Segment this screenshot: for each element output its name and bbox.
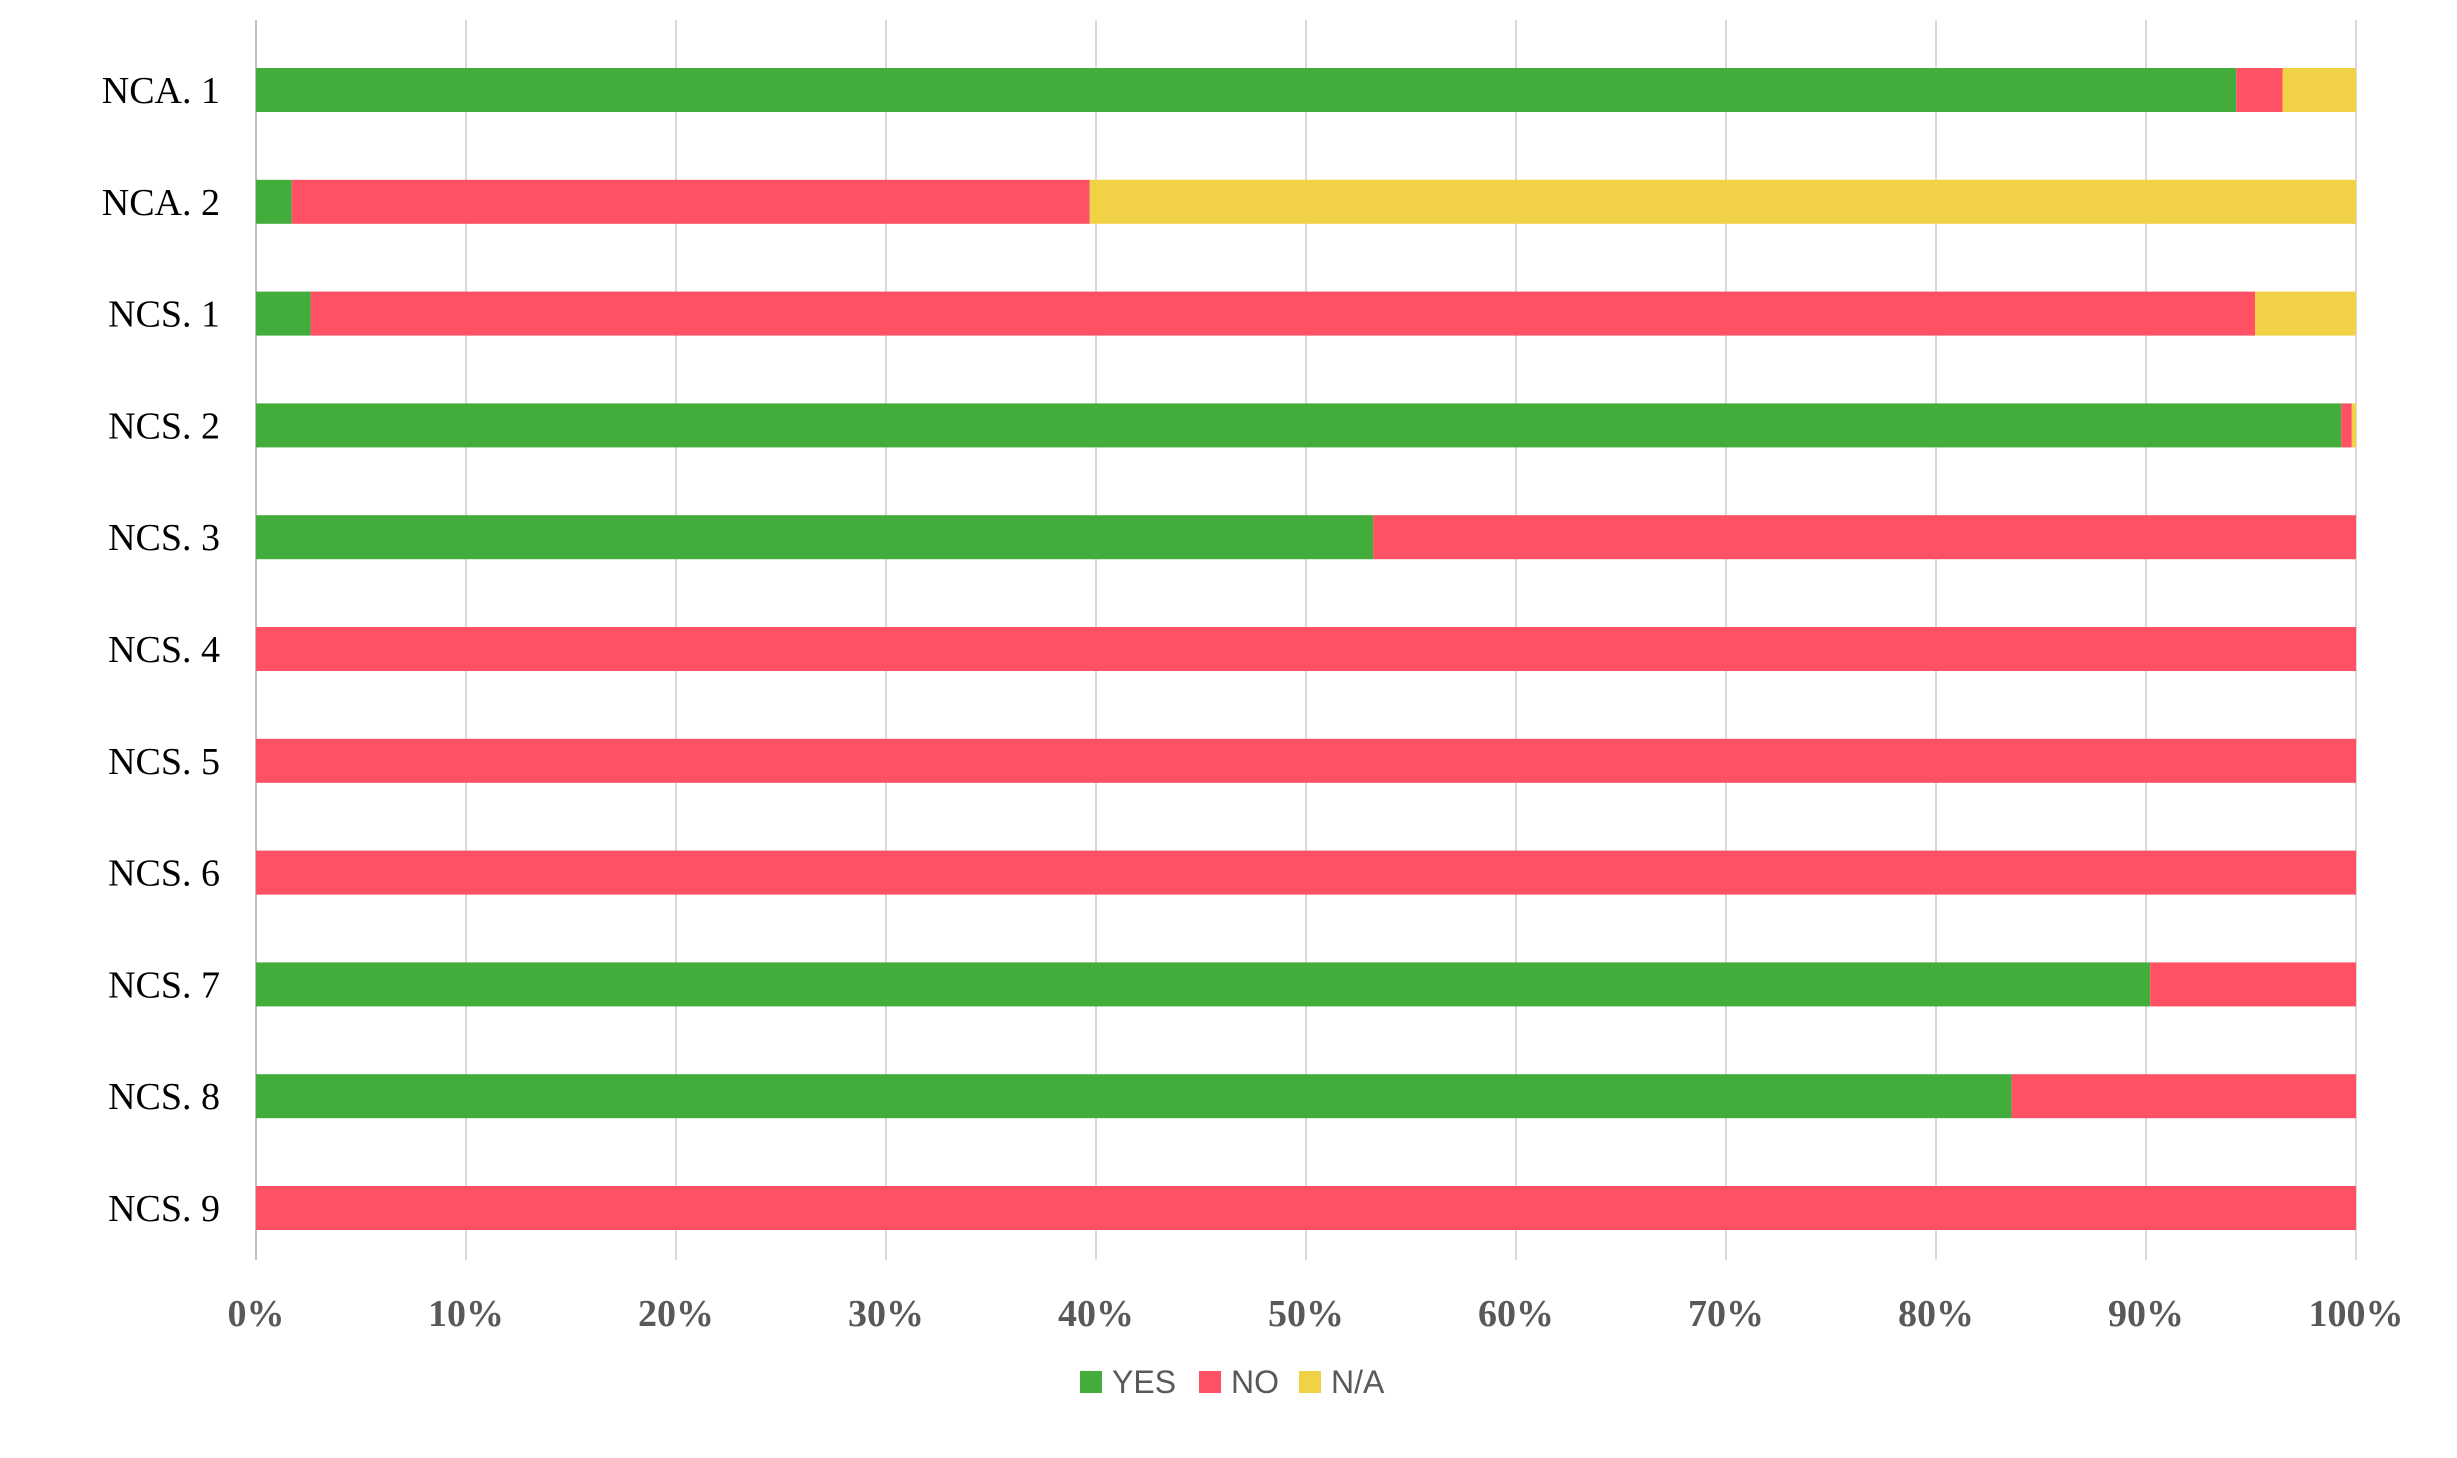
legend-item: NO: [1199, 1364, 1279, 1400]
bar-segment-yes: [256, 291, 311, 336]
bar-segment-yes: [256, 515, 1374, 560]
category-label: NCS. 3: [108, 517, 220, 559]
legend-label: N/A: [1331, 1364, 1385, 1400]
x-tick-label: 80%: [1898, 1293, 1974, 1335]
x-tick-label: 90%: [2108, 1293, 2184, 1335]
bar-segment-no: [291, 179, 1090, 224]
category-label: NCS. 9: [108, 1188, 220, 1230]
legend-item: N/A: [1299, 1364, 1385, 1400]
x-tick-label: 20%: [638, 1293, 714, 1335]
category-label: NCS. 2: [108, 405, 220, 447]
bar-row: [256, 291, 2356, 336]
bar-row: [256, 738, 2356, 783]
bar-segment-no: [256, 738, 2356, 783]
category-labels: NCA. 1 NCA. 2 NCS. 1 NCS. 2 NCS. 3 NCS. 4 NCS.…: [102, 70, 220, 1230]
legend-label: NO: [1231, 1364, 1279, 1400]
x-tick-label: 70%: [1688, 1293, 1764, 1335]
x-tick-label: 40%: [1058, 1293, 1134, 1335]
bar-segment-no: [256, 627, 2356, 671]
category-label: NCS. 4: [108, 629, 220, 671]
bar-segment-n-a: [2255, 291, 2356, 336]
legend-swatch: [1080, 1371, 1102, 1393]
bar-segment-no: [256, 1186, 2356, 1230]
legend-label: YES: [1112, 1364, 1176, 1400]
bar-row: [256, 179, 2356, 224]
category-label: NCA. 2: [102, 182, 220, 224]
x-tick-label: 10%: [428, 1293, 504, 1335]
legend-swatch: [1199, 1371, 1221, 1393]
bar-row: [256, 68, 2356, 112]
x-tick-label: 30%: [848, 1293, 924, 1335]
x-tick-label: 50%: [1268, 1293, 1344, 1335]
bar-segment-yes: [256, 179, 292, 224]
bar-row: [256, 1074, 2356, 1119]
x-tick-label: 0%: [228, 1293, 285, 1335]
category-label: NCS. 1: [108, 294, 220, 336]
bars: [256, 68, 2356, 1230]
bar-segment-no: [2341, 403, 2352, 448]
bar-segment-yes: [256, 403, 2342, 448]
bar-row: [256, 850, 2356, 895]
category-label: NCS. 6: [108, 853, 220, 895]
x-tick-label: 60%: [1478, 1293, 1554, 1335]
bar-segment-no: [2236, 68, 2283, 112]
bar-row: [256, 1186, 2356, 1230]
bar-segment-no: [310, 291, 2256, 336]
bar-segment-n-a: [2351, 403, 2356, 448]
bar-row: [256, 403, 2356, 448]
category-label: NCA. 1: [102, 70, 220, 112]
bar-segment-no: [2011, 1074, 2356, 1119]
bar-segment-no: [1373, 515, 2356, 560]
bar-segment-yes: [256, 68, 2237, 112]
legend-item: YES: [1080, 1364, 1176, 1400]
bar-segment-n-a: [1089, 179, 2356, 224]
legend: YES NO N/A: [1080, 1364, 1385, 1400]
category-label: NCS. 8: [108, 1076, 220, 1118]
bar-row: [256, 627, 2356, 671]
bar-row: [256, 962, 2356, 1007]
bar-segment-no: [2150, 962, 2356, 1007]
x-tick-labels: 0% 10% 20% 30% 40% 50% 60% 70% 80% 90% 100%: [228, 1293, 2404, 1335]
bar-segment-yes: [256, 1074, 2012, 1119]
category-label: NCS. 7: [108, 964, 220, 1006]
x-tick-label: 100%: [2309, 1293, 2404, 1335]
bar-row: [256, 515, 2356, 560]
bar-segment-n-a: [2282, 68, 2356, 112]
bar-segment-no: [256, 850, 2356, 895]
category-label: NCS. 5: [108, 741, 220, 783]
bar-segment-yes: [256, 962, 2151, 1007]
legend-swatch: [1299, 1371, 1321, 1393]
